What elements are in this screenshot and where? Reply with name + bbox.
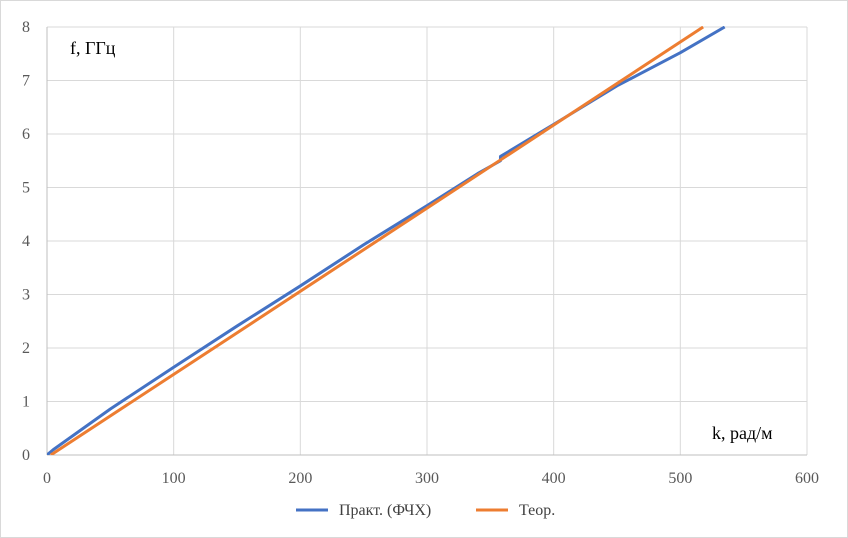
y-axis-title: f, ГГц bbox=[70, 38, 116, 58]
x-tick-500: 500 bbox=[668, 470, 692, 487]
x-axis-title: k, рад/м bbox=[712, 423, 773, 443]
grid bbox=[47, 26, 808, 455]
legend-label-teor: Теор. bbox=[519, 502, 555, 519]
x-tick-200: 200 bbox=[288, 470, 312, 487]
y-tick-4: 4 bbox=[22, 233, 30, 250]
y-tick-6: 6 bbox=[22, 126, 30, 143]
axes bbox=[46, 27, 807, 456]
x-tick-100: 100 bbox=[162, 470, 186, 487]
y-tick-2: 2 bbox=[22, 340, 30, 357]
legend-label-prakt: Практ. (ФЧХ) bbox=[339, 502, 431, 519]
x-tick-300: 300 bbox=[415, 470, 439, 487]
y-tick-1: 1 bbox=[22, 394, 30, 411]
x-tick-600: 600 bbox=[795, 470, 819, 487]
x-tick-400: 400 bbox=[542, 470, 566, 487]
x-tick-labels: 0 100 200 300 400 500 600 bbox=[43, 470, 819, 487]
y-tick-7: 7 bbox=[22, 73, 30, 90]
series-group bbox=[47, 26, 726, 455]
y-tick-labels: 0 1 2 3 4 5 6 7 8 bbox=[22, 19, 30, 464]
series-line-teor bbox=[49, 26, 704, 455]
y-tick-5: 5 bbox=[22, 180, 30, 197]
y-tick-0: 0 bbox=[22, 447, 30, 464]
legend: Практ. (ФЧХ) Теор. bbox=[296, 502, 555, 519]
y-tick-8: 8 bbox=[22, 19, 30, 36]
y-tick-3: 3 bbox=[22, 287, 30, 304]
x-tick-0: 0 bbox=[43, 470, 51, 487]
